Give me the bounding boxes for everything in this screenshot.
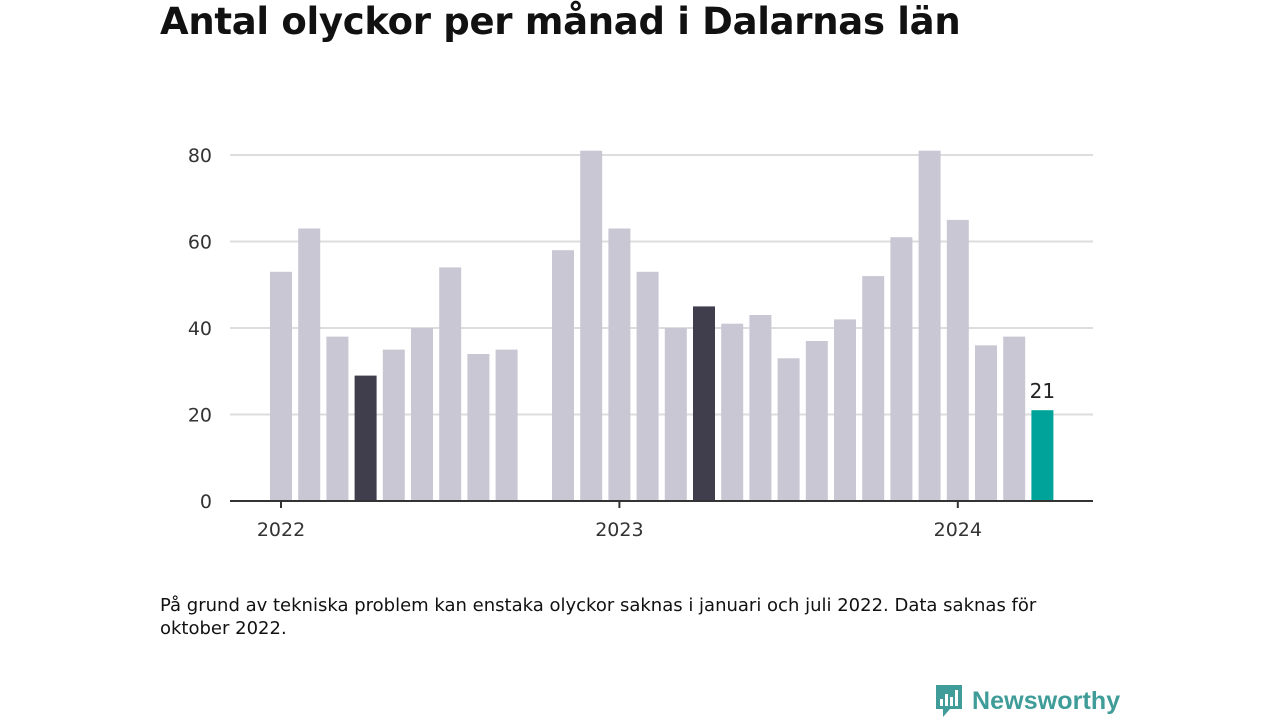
chart-title: Antal olyckor per månad i Dalarnas län [160,0,961,43]
x-tick-label: 2023 [595,519,643,541]
bar-2023-02 [636,271,659,501]
y-tick-label: 0 [200,491,212,513]
x-tick-label: 2024 [934,519,982,541]
y-tick-label: 80 [188,145,212,167]
bar-2022-03 [326,336,349,501]
bar-2023-12 [918,150,941,501]
bar-2023-04 [693,306,715,501]
bar-2022-01 [270,271,292,501]
bar-2023-11 [890,237,913,501]
footnote: På grund av tekniska problem kan enstaka… [160,595,1037,639]
bar-2023-06 [749,315,772,501]
bar-2024-03 [1003,336,1026,501]
bar-2022-12 [580,150,603,501]
bar-2024-01 [946,219,969,501]
bar-2022-09 [495,349,518,501]
y-tick-label: 60 [188,232,212,254]
labels: 0 20 40 60 80 2022 2023 2024 21 [188,145,1055,541]
bar-2022-07 [439,267,462,501]
bar-2023-05 [721,323,744,501]
bar-2022-11 [552,250,574,501]
bar-2022-04 [354,375,377,501]
bar-2024-04 [1031,410,1054,501]
bar-2023-08 [805,341,828,501]
bar-2023-01 [608,228,631,501]
bars [270,150,1054,501]
x-tick-label: 2022 [257,519,305,541]
bar-2024-02 [975,345,997,501]
brand-name: Newsworthy [972,686,1121,715]
bar-2023-07 [777,358,800,501]
bar-2023-10 [862,276,885,501]
axes [230,500,1093,508]
bar-2023-09 [834,319,856,501]
bar-2022-02 [298,228,321,501]
y-tick-label: 40 [188,318,212,340]
bar-2022-05 [382,349,405,501]
data-label: 21 [1030,379,1055,403]
bar-2023-03 [664,328,687,501]
newsworthy-logo-icon [936,685,962,717]
bar-2022-06 [411,328,433,501]
y-tick-label: 20 [188,405,212,427]
bar-2022-08 [467,354,490,501]
brand-logo: Newsworthy [934,683,1120,719]
